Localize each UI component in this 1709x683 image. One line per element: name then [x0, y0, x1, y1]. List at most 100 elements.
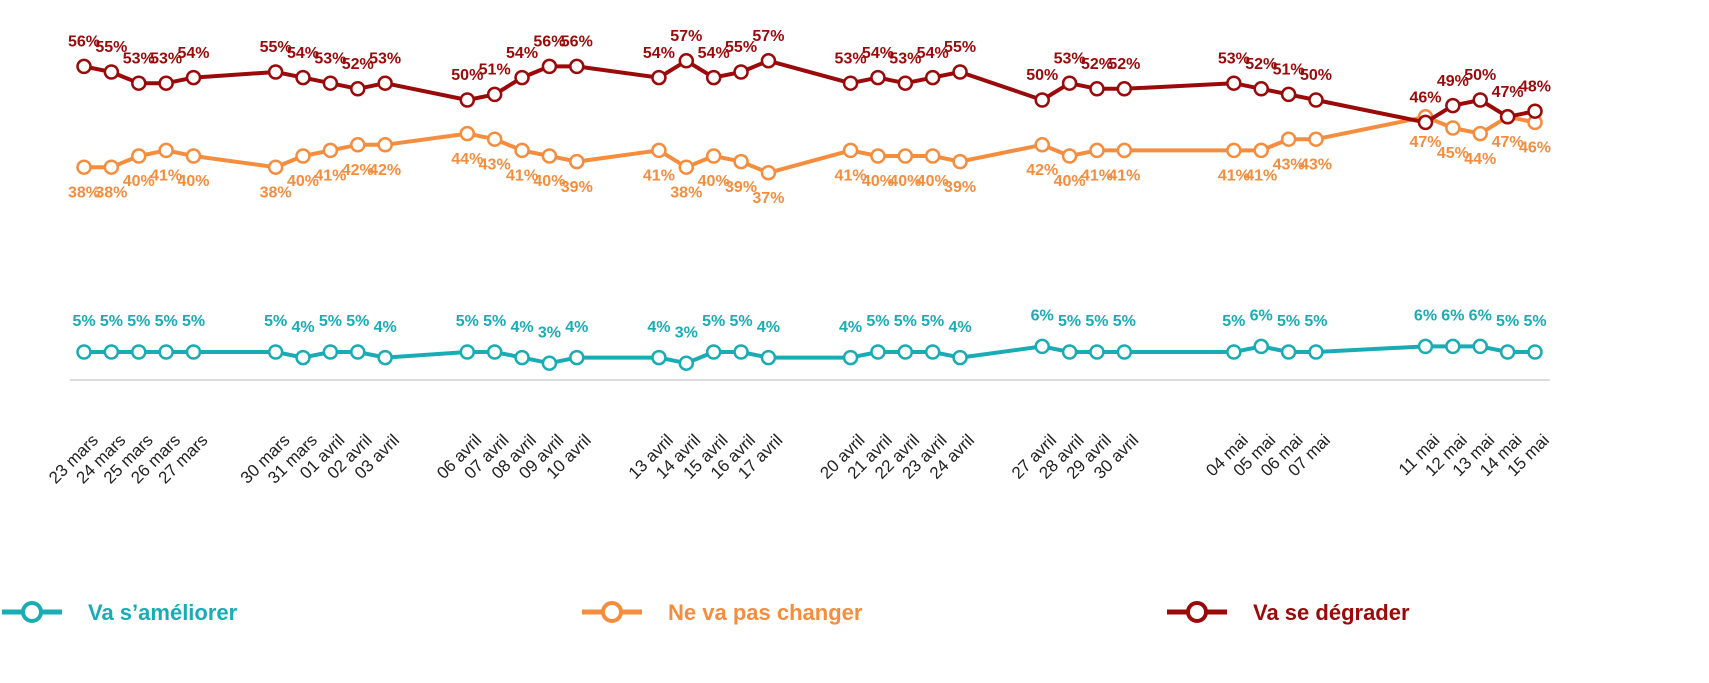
marker [103, 159, 120, 175]
marker [842, 142, 859, 159]
data-label: 6% [1031, 308, 1054, 325]
data-label: 5% [1113, 313, 1136, 330]
marker [76, 58, 92, 75]
data-label: 53% [314, 50, 346, 67]
marker [486, 344, 503, 360]
marker [1472, 125, 1488, 142]
marker [870, 344, 886, 360]
data-label: 51% [479, 62, 511, 79]
data-label: 54% [177, 45, 209, 62]
data-label: 40% [287, 173, 319, 190]
marker [459, 92, 476, 108]
data-label: 41% [1245, 168, 1277, 185]
data-label: 40% [1054, 173, 1086, 190]
data-label: 5% [1277, 313, 1300, 330]
data-label: 53% [150, 50, 182, 67]
marker [377, 349, 393, 366]
data-label: 40% [533, 173, 565, 190]
data-label: 47% [1492, 134, 1524, 151]
marker [569, 58, 585, 75]
data-label: 4% [757, 319, 780, 336]
legend-label: Va se dégrader [1253, 600, 1410, 625]
marker [377, 75, 393, 91]
data-label: 52% [1081, 56, 1113, 73]
marker [295, 349, 311, 366]
marker [760, 349, 777, 366]
data-label: 46% [1409, 90, 1441, 107]
marker [377, 137, 393, 153]
data-label: 42% [342, 162, 374, 179]
data-label: 6% [1250, 308, 1273, 325]
data-label: 52% [342, 56, 374, 73]
data-label: 5% [1304, 313, 1327, 330]
data-label: 46% [1519, 140, 1551, 157]
data-label: 5% [483, 313, 506, 330]
marker [1089, 344, 1105, 360]
data-label: 40% [862, 173, 894, 190]
marker [651, 69, 667, 86]
data-label: 4% [839, 319, 862, 336]
marker [1253, 142, 1269, 159]
data-label: 40% [889, 173, 921, 190]
data-label: 39% [725, 179, 757, 196]
data-label: 5% [456, 313, 479, 330]
data-label: 3% [538, 324, 561, 341]
marker [760, 165, 777, 181]
data-label: 43% [1300, 156, 1332, 173]
marker [322, 142, 339, 159]
marker [131, 148, 147, 164]
data-label: 53% [369, 50, 401, 67]
legend-item: Va se dégrader [1167, 600, 1410, 625]
data-label: 50% [1300, 67, 1332, 84]
marker [541, 148, 558, 164]
data-label: 4% [510, 319, 533, 336]
data-label: 55% [725, 39, 757, 56]
marker [1417, 114, 1434, 131]
data-label: 4% [647, 319, 670, 336]
marker [158, 344, 174, 360]
data-label: 53% [1218, 50, 1250, 67]
marker [1034, 137, 1050, 153]
marker [705, 344, 722, 360]
marker [267, 159, 284, 175]
marker [952, 153, 968, 170]
marker [1089, 81, 1105, 97]
data-label: 6% [1469, 308, 1492, 325]
data-label: 54% [917, 45, 949, 62]
data-label: 5% [182, 313, 205, 330]
data-label: 4% [565, 319, 588, 336]
data-label: 5% [921, 313, 944, 330]
marker [760, 53, 777, 69]
data-label: 5% [1496, 313, 1519, 330]
marker [76, 159, 92, 175]
data-label: 40% [917, 173, 949, 190]
data-label: 56% [68, 34, 100, 51]
legend-item: Va s’améliorer [2, 600, 238, 625]
data-label: 5% [1085, 313, 1108, 330]
legend-item: Ne va pas changer [582, 600, 863, 625]
marker [1116, 142, 1133, 159]
legend-marker [21, 601, 43, 623]
marker [1280, 344, 1297, 360]
data-label: 53% [123, 50, 155, 67]
data-label: 53% [889, 50, 921, 67]
data-label: 5% [1523, 313, 1546, 330]
marker [350, 137, 366, 153]
data-label: 57% [752, 28, 784, 45]
marker [1061, 344, 1078, 360]
marker [651, 349, 667, 366]
marker [1527, 103, 1543, 119]
data-label: 52% [1108, 56, 1140, 73]
data-label: 48% [1519, 78, 1551, 95]
marker [569, 153, 585, 170]
data-label: 38% [670, 184, 702, 201]
data-label: 53% [835, 50, 867, 67]
data-label: 40% [177, 173, 209, 190]
data-label: 56% [561, 34, 593, 51]
marker [1226, 75, 1242, 91]
marker [1061, 148, 1078, 164]
data-label: 43% [479, 156, 511, 173]
marker [350, 81, 366, 97]
data-label: 5% [100, 313, 123, 330]
